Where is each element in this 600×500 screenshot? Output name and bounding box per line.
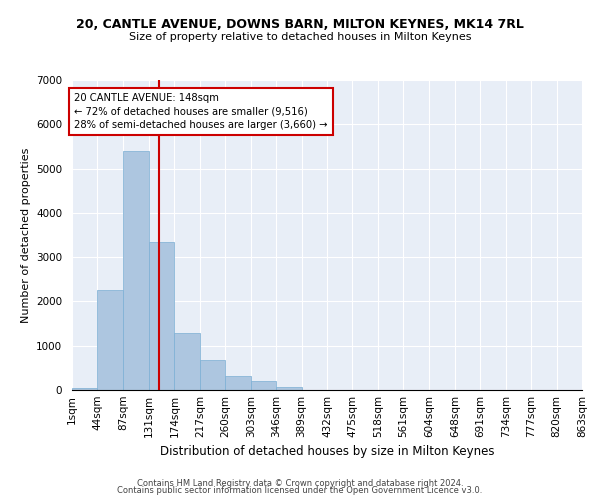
Bar [276,387,302,390]
Text: 20 CANTLE AVENUE: 148sqm
← 72% of detached houses are smaller (9,516)
28% of sem: 20 CANTLE AVENUE: 148sqm ← 72% of detach… [74,94,328,130]
Text: Contains public sector information licensed under the Open Government Licence v3: Contains public sector information licen… [118,486,482,495]
X-axis label: Distribution of detached houses by size in Milton Keynes: Distribution of detached houses by size … [160,446,494,458]
Text: Size of property relative to detached houses in Milton Keynes: Size of property relative to detached ho… [129,32,471,42]
Bar [225,376,251,390]
Bar [72,388,97,390]
Bar [149,242,175,390]
Text: Contains HM Land Registry data © Crown copyright and database right 2024.: Contains HM Land Registry data © Crown c… [137,478,463,488]
Y-axis label: Number of detached properties: Number of detached properties [20,148,31,322]
Text: 20, CANTLE AVENUE, DOWNS BARN, MILTON KEYNES, MK14 7RL: 20, CANTLE AVENUE, DOWNS BARN, MILTON KE… [76,18,524,30]
Bar [200,360,225,390]
Bar [175,334,200,390]
Bar [251,381,276,390]
Bar [97,290,123,390]
Bar [123,151,149,390]
